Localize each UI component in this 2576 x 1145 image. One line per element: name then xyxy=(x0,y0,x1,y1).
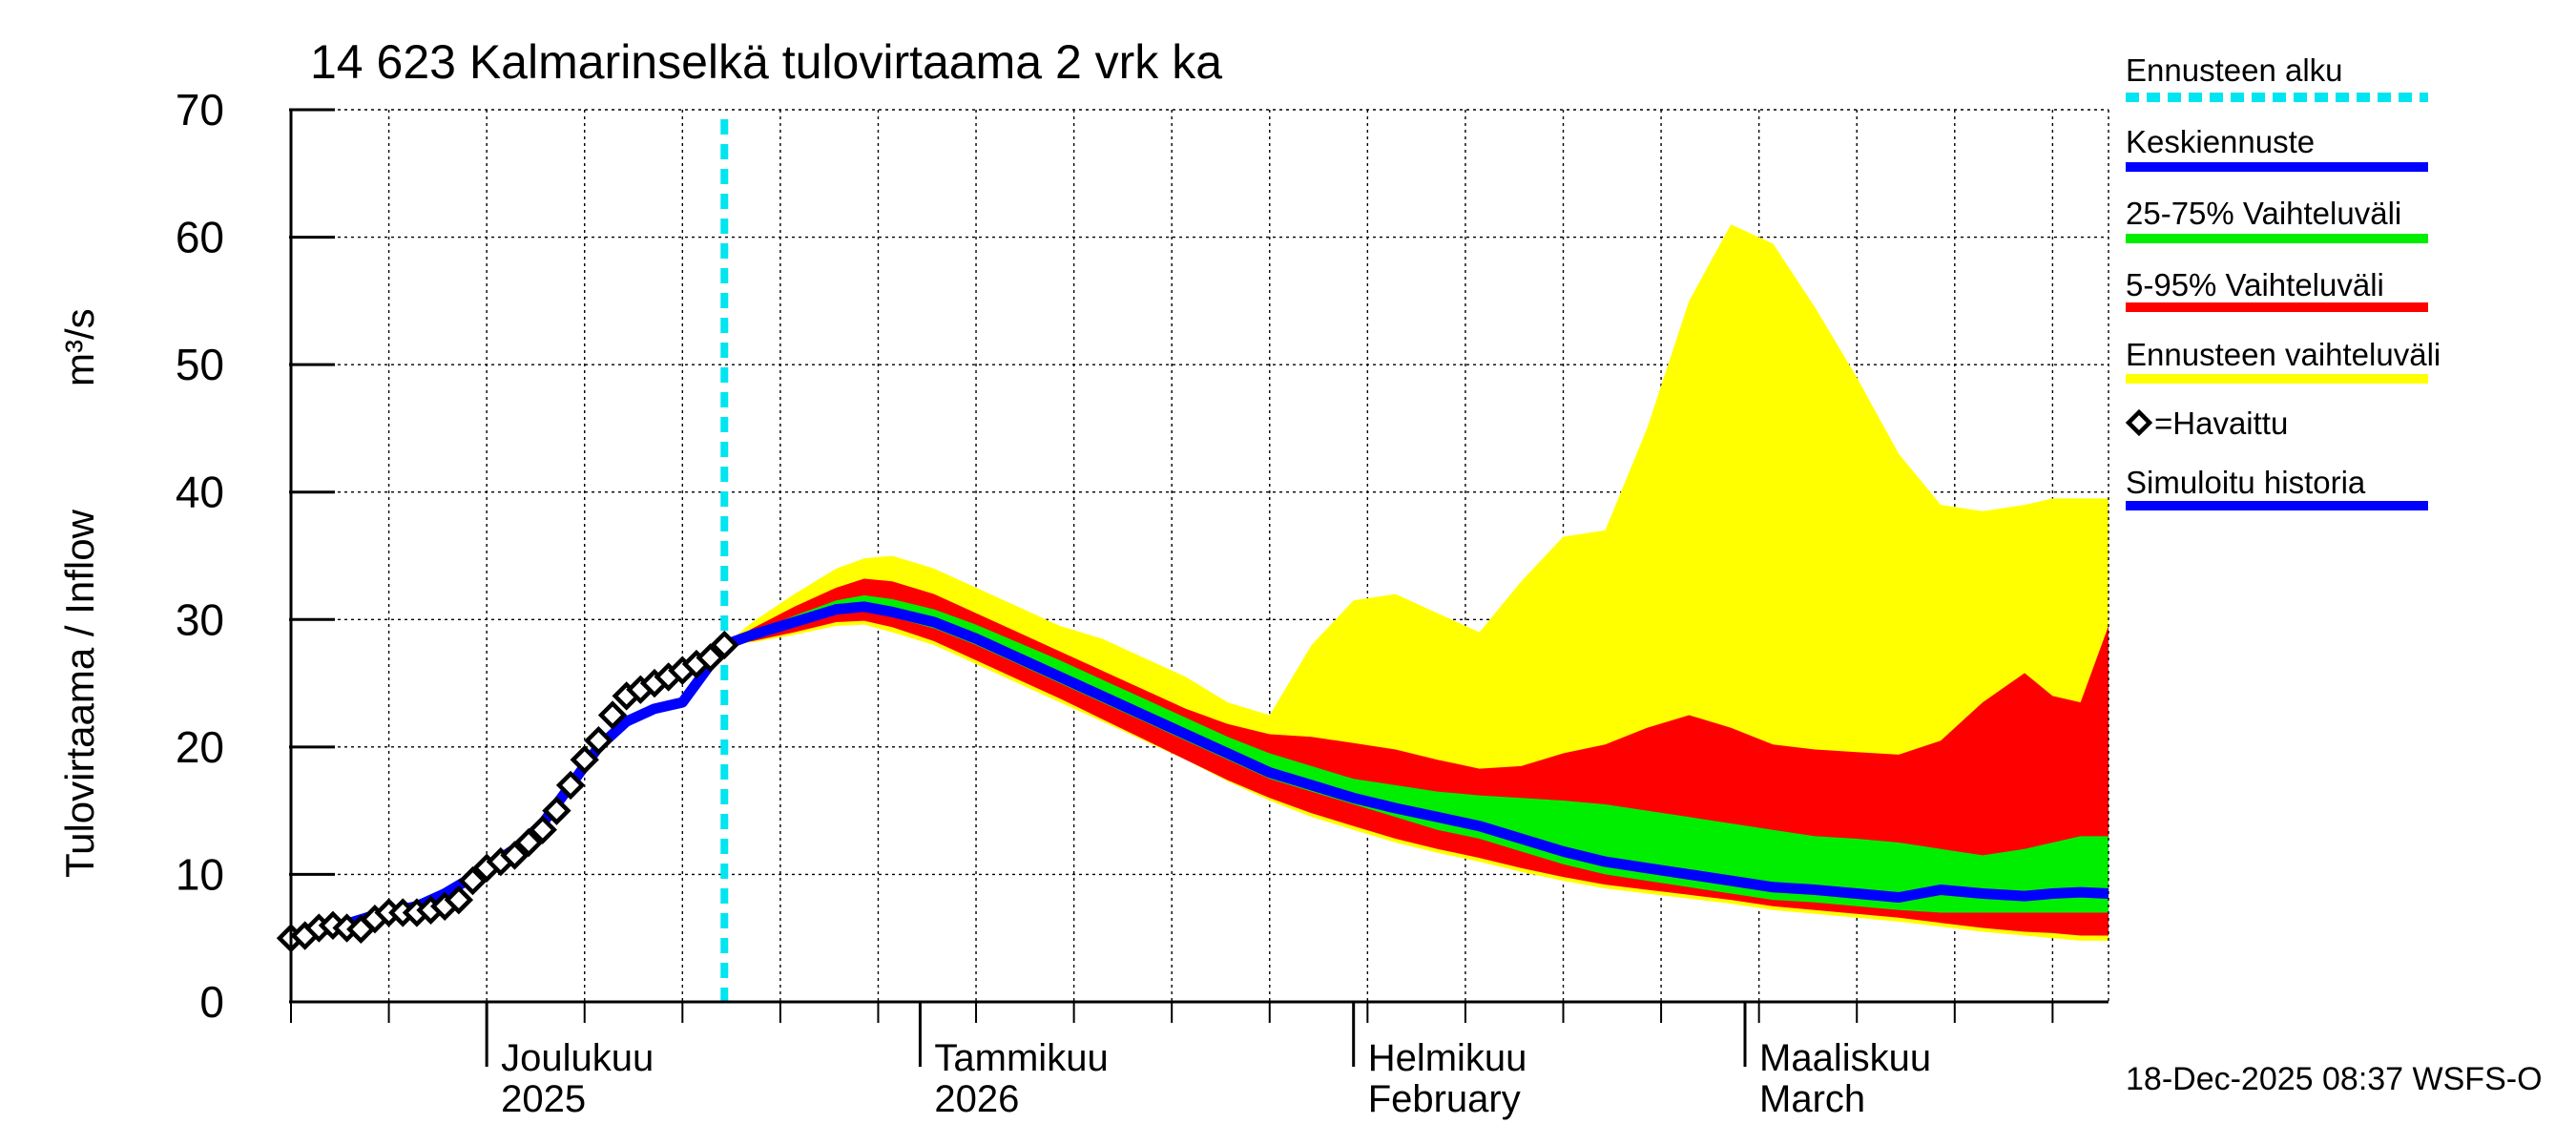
legend: Ennusteen alku Keskiennuste 25-75% Vaihtel… xyxy=(2125,52,2441,510)
y-tick-label: 60 xyxy=(176,213,224,262)
band-25-75 xyxy=(724,594,2109,913)
legend-label: Ennusteen alku xyxy=(2126,52,2343,88)
y-tick-labels: 0 10 20 30 40 50 60 70 xyxy=(176,85,224,1027)
observed-point xyxy=(570,745,599,775)
x-month-label: Tammikuu xyxy=(934,1037,1108,1079)
y-tick-label: 20 xyxy=(176,722,224,772)
observed-markers xyxy=(276,630,739,953)
observed-point xyxy=(597,700,628,730)
legend-label: Simuloitu historia xyxy=(2126,465,2366,500)
observed-point xyxy=(528,815,557,844)
y-tick-label: 10 xyxy=(176,849,224,899)
x-year-label: March xyxy=(1759,1078,1865,1120)
legend-marker-observed xyxy=(2125,408,2153,437)
x-year-label: 2026 xyxy=(934,1078,1019,1120)
chart-title: 14 623 Kalmarinselkä tulovirtaama 2 vrk … xyxy=(310,35,1222,89)
y-tick-label: 50 xyxy=(176,340,224,389)
legend-label: Keskiennuste xyxy=(2126,124,2315,159)
legend-label: =Havaittu xyxy=(2154,406,2288,441)
x-month-label: Helmikuu xyxy=(1368,1037,1527,1079)
observed-point xyxy=(584,725,613,756)
x-month-label: Joulukuu xyxy=(501,1037,654,1079)
y-tick-label: 30 xyxy=(176,594,224,644)
x-year-label: 2025 xyxy=(501,1078,586,1120)
legend-label: Ennusteen vaihteluväli xyxy=(2126,337,2441,372)
observed-point xyxy=(513,827,544,858)
observed-point xyxy=(458,865,488,896)
observed-point xyxy=(710,630,739,660)
plot-area xyxy=(276,109,2109,1002)
axes xyxy=(289,108,2109,1067)
y-axis-label: Tulovirtaama / Inflow xyxy=(57,509,102,878)
y-axis-unit: m³/s xyxy=(57,308,102,386)
observed-point xyxy=(542,796,571,825)
x-year-label: February xyxy=(1368,1078,1521,1120)
observed-point xyxy=(555,770,586,801)
median-forecast-line xyxy=(722,601,2109,903)
legend-label: 25-75% Vaihteluväli xyxy=(2126,196,2401,231)
observed-point xyxy=(500,841,530,870)
x-month-label: Maaliskuu xyxy=(1759,1037,1931,1079)
y-tick-label: 70 xyxy=(176,85,224,135)
y-tick-label: 40 xyxy=(176,468,224,517)
y-tick-label: 0 xyxy=(199,977,224,1027)
footer-timestamp: 18-Dec-2025 08:37 WSFS-O xyxy=(2126,1061,2543,1097)
observed-point xyxy=(444,885,474,915)
forecast-bands xyxy=(724,224,2109,941)
observed-point xyxy=(696,643,725,673)
legend-label: 5-95% Vaihteluväli xyxy=(2126,267,2384,302)
